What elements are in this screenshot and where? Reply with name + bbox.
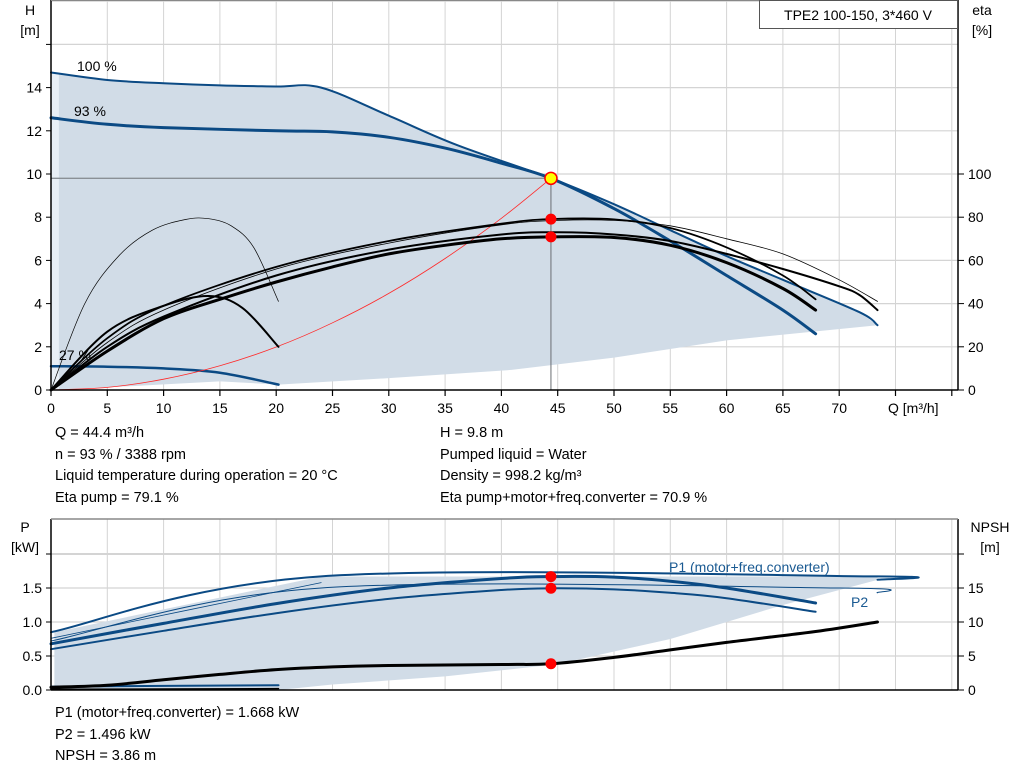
y2-tick-label: 100 xyxy=(968,166,992,182)
x-tick-label: 25 xyxy=(325,400,341,416)
readout-power-column: P1 (motor+freq.converter) = 1.668 kW P2 … xyxy=(55,703,299,768)
x-tick-label: 15 xyxy=(212,400,228,416)
head-curve-0 xyxy=(50,71,879,327)
p-axis-unit: [kW] xyxy=(11,539,39,555)
power-curve-2 xyxy=(50,582,322,639)
x-tick-label: 70 xyxy=(831,400,847,416)
efficiency-curve-4 xyxy=(50,217,279,391)
y-tick-label: 4 xyxy=(34,296,42,312)
y2-axis-unit: [%] xyxy=(972,22,992,38)
y-tick-label: 0 xyxy=(34,382,42,398)
npsh-axis-label: NPSH xyxy=(971,519,1010,535)
x-axis-label: Q [m³/h] xyxy=(888,400,939,416)
readout-flow: Q = 44.4 m³/h xyxy=(55,425,145,441)
head-curve-2 xyxy=(49,364,280,386)
x-tick-label: 30 xyxy=(381,400,397,416)
operating-range-edge-region xyxy=(51,72,59,390)
x-tick-label: 5 xyxy=(103,400,111,416)
efficiency-curve-9 xyxy=(49,235,818,392)
p-tick-label: 1.5 xyxy=(23,580,43,596)
npsh-axis-unit: [m] xyxy=(980,539,999,555)
readout-pumped-liquid: Pumped liquid = Water xyxy=(440,446,587,463)
y-tick-label: 14 xyxy=(26,80,42,96)
y2-tick-label: 20 xyxy=(968,339,984,355)
y-tick-label: 8 xyxy=(34,209,42,225)
power-curve-3 xyxy=(49,574,818,646)
x-tick-label: 65 xyxy=(775,400,791,416)
eta-pump-marker xyxy=(545,213,557,225)
x-tick-label: 40 xyxy=(494,400,510,416)
readout-p2: P2 = 1.496 kW xyxy=(55,726,151,743)
x-tick-label: 0 xyxy=(47,400,55,416)
y-tick-label: 12 xyxy=(26,123,42,139)
power-npsh-chart xyxy=(46,518,964,691)
operating-range-region xyxy=(54,72,878,390)
x-tick-label: 45 xyxy=(550,400,566,416)
readout-left-column: Q = 44.4 m³/h n = 93 % / 3388 rpm Liquid… xyxy=(55,423,338,509)
p-tick-label: 0.0 xyxy=(23,682,43,698)
x-tick-label: 50 xyxy=(606,400,622,416)
efficiency-curve-7 xyxy=(50,217,817,391)
readout-right-column: H = 9.8 m Pumped liquid = Water Density … xyxy=(440,423,707,509)
readout-density: Density = 998.2 kg/m³ xyxy=(440,468,582,484)
p-axis-label: P xyxy=(20,519,29,535)
power-curve-4 xyxy=(50,587,817,651)
title-box xyxy=(759,0,958,29)
series-label-27: 27 % xyxy=(59,347,91,363)
npsh-marker xyxy=(545,658,557,670)
x-tick-label: 35 xyxy=(437,400,453,416)
x-tick-label: 55 xyxy=(663,400,679,416)
eta-total-marker xyxy=(545,231,557,243)
y2-axis-label: eta xyxy=(972,2,992,18)
readout-head: H = 9.8 m xyxy=(440,425,504,441)
npsh-tick-label: 5 xyxy=(968,648,976,664)
npsh-tick-label: 15 xyxy=(968,580,984,596)
y2-tick-label: 60 xyxy=(968,252,984,268)
y-tick-label: 6 xyxy=(34,252,42,268)
readout-speed: n = 93 % / 3388 rpm xyxy=(55,446,186,463)
y2-tick-label: 80 xyxy=(968,209,984,225)
npsh-tick-label: 0 xyxy=(968,682,976,698)
power-curve-1 xyxy=(50,583,892,642)
readout-liquid-temperature: Liquid temperature during operation = 20… xyxy=(55,468,338,484)
npsh-tick-label: 10 xyxy=(968,614,984,630)
series-label-100: 100 % xyxy=(77,58,117,74)
y-axis-unit: [m] xyxy=(20,22,39,38)
chart-title: TPE2 100-150, 3*460 V xyxy=(784,7,933,23)
x-tick-label: 20 xyxy=(268,400,284,416)
duty-point-marker[interactable] xyxy=(544,171,558,186)
efficiency-curve-6 xyxy=(50,219,878,391)
y-axis-label: H xyxy=(25,2,35,18)
p-tick-label: 1.0 xyxy=(23,614,43,630)
y2-tick-label: 40 xyxy=(968,296,984,312)
power-marker xyxy=(545,571,557,583)
head-efficiency-chart xyxy=(46,0,964,396)
power-curve-0 xyxy=(50,571,920,634)
readout-p1: P1 (motor+freq.converter) = 1.668 kW xyxy=(55,705,300,721)
series-label-p1: P1 (motor+freq.converter) xyxy=(669,559,830,575)
efficiency-curve-5 xyxy=(50,294,280,391)
npsh-curve-6 xyxy=(49,620,879,689)
head-curve-1 xyxy=(49,116,818,336)
x-tick-label: 60 xyxy=(719,400,735,416)
npsh-curve-7 xyxy=(50,687,280,691)
y-tick-label: 2 xyxy=(34,339,42,355)
y-tick-label: 10 xyxy=(26,166,42,182)
readout-eta-pump: Eta pump = 79.1 % xyxy=(55,489,179,506)
x-tick-label: 10 xyxy=(156,400,172,416)
p-tick-label: 0.5 xyxy=(23,648,43,664)
readout-eta-total: Eta pump+motor+freq.converter = 70.9 % xyxy=(440,489,708,506)
readout-npsh: NPSH = 3.86 m xyxy=(55,748,157,764)
y2-tick-label: 0 xyxy=(968,382,976,398)
power-marker xyxy=(545,582,557,594)
series-label-93: 93 % xyxy=(74,103,106,119)
series-label-p2: P2 xyxy=(851,594,868,610)
efficiency-curve-8 xyxy=(50,231,879,391)
